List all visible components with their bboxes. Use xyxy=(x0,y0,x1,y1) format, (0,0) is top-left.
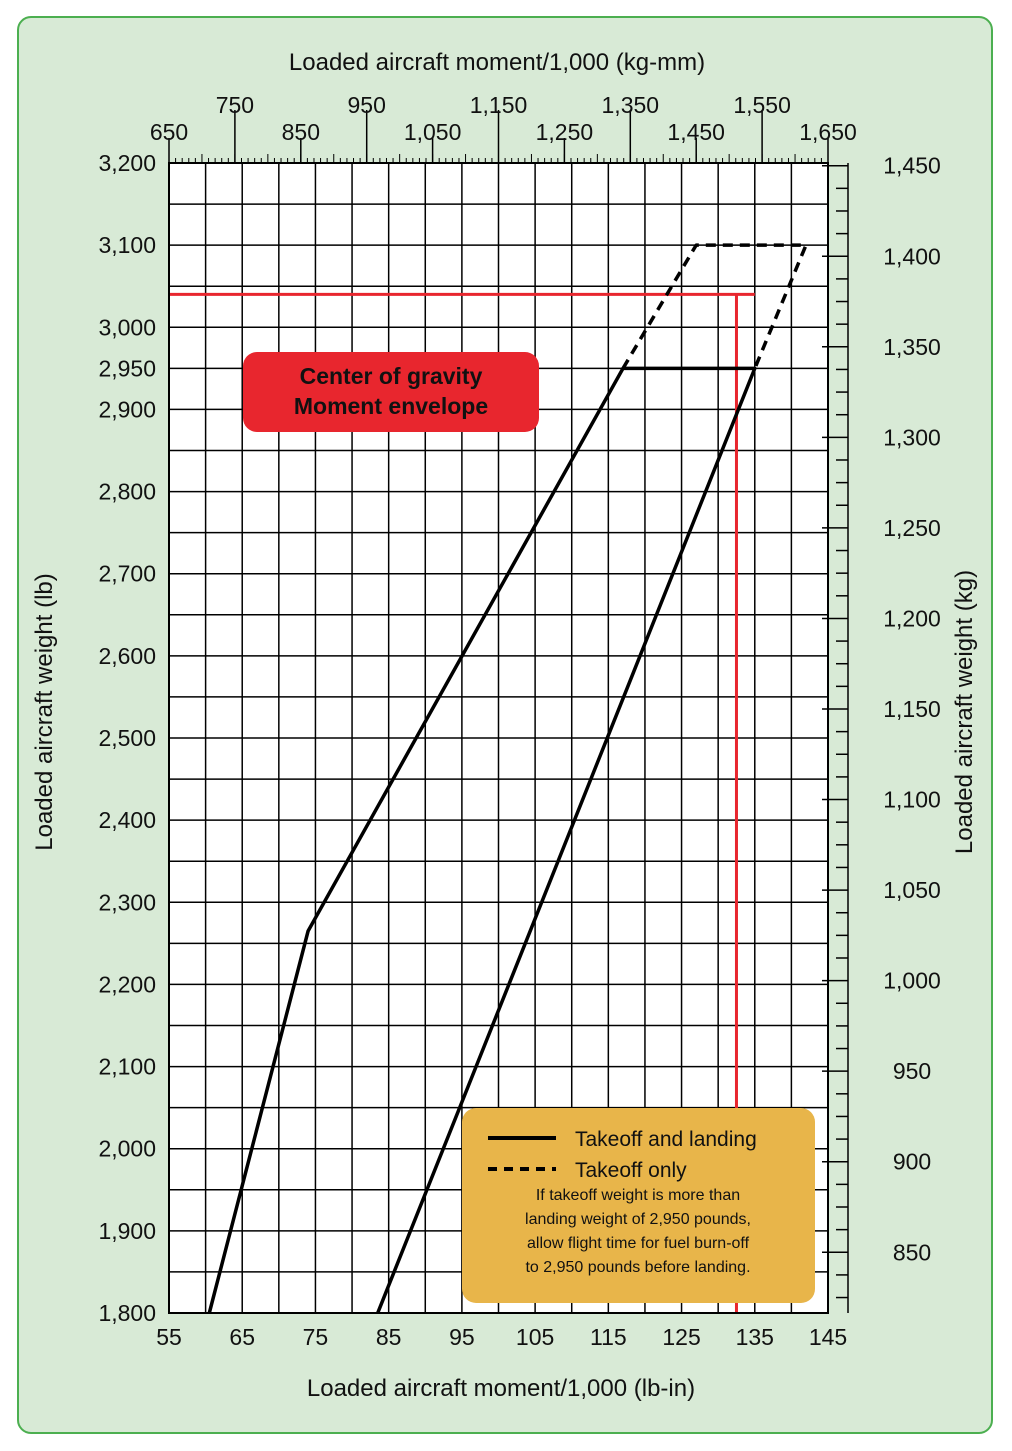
right-tick-label: 1,400 xyxy=(883,243,941,269)
series-lines xyxy=(207,243,808,1314)
top-tick-label: 1,050 xyxy=(404,119,462,145)
right-tick-label: 950 xyxy=(893,1058,931,1084)
series-takeoff-only-line xyxy=(621,243,808,370)
legend-note-line-2: landing weight of 2,950 pounds, xyxy=(525,1211,751,1228)
legend-background xyxy=(462,1108,815,1303)
right-tick-label: 1,300 xyxy=(883,424,941,450)
badge-line-2: Moment envelope xyxy=(294,393,488,419)
top-tick-label: 1,250 xyxy=(536,119,594,145)
bottom-tick-label: 135 xyxy=(736,1324,774,1350)
right-tick-label: 1,150 xyxy=(883,696,941,722)
envelope-badge: Center of gravity Moment envelope xyxy=(243,352,539,432)
bottom-tick-label: 115 xyxy=(590,1324,627,1350)
legend-note-line-3: allow flight time for fuel burn-off xyxy=(527,1235,750,1252)
right-tick-label: 1,200 xyxy=(883,605,941,631)
bottom-tick-label: 85 xyxy=(376,1324,402,1350)
left-tick-label: 2,400 xyxy=(98,807,156,833)
right-tick-label: 1,050 xyxy=(883,877,941,903)
right-axis-title: Loaded aircraft weight (kg) xyxy=(951,570,978,854)
top-tick-label: 1,550 xyxy=(733,92,791,118)
right-tick-label: 1,250 xyxy=(883,515,941,541)
top-axis-title: Loaded aircraft moment/1,000 (kg-mm) xyxy=(289,49,705,76)
legend-dashed-label: Takeoff only xyxy=(575,1159,687,1182)
legend: Takeoff and landing Takeoff only If take… xyxy=(462,1108,815,1303)
bottom-axis-title: Loaded aircraft moment/1,000 (lb-in) xyxy=(307,1375,695,1402)
legend-solid-label: Takeoff and landing xyxy=(575,1128,757,1151)
left-tick-label: 2,200 xyxy=(98,971,156,997)
bottom-tick-label: 75 xyxy=(303,1324,329,1350)
bottom-tick-label: 125 xyxy=(662,1324,700,1350)
right-tick-label: 900 xyxy=(893,1149,931,1175)
top-tick-label: 850 xyxy=(282,119,320,145)
left-tick-label: 3,100 xyxy=(98,232,156,258)
left-tick-label: 2,700 xyxy=(98,561,156,587)
badge-background xyxy=(243,352,539,432)
left-tick-label: 2,100 xyxy=(98,1054,156,1080)
right-tick-label: 1,350 xyxy=(883,334,941,360)
right-tick-label: 1,450 xyxy=(883,153,941,179)
bottom-tick-label: 145 xyxy=(809,1324,847,1350)
right-tick-label: 850 xyxy=(893,1239,931,1265)
left-tick-label: 2,900 xyxy=(98,396,156,422)
legend-note-line-1: If takeoff weight is more than xyxy=(536,1187,740,1204)
top-tick-label: 1,650 xyxy=(799,119,857,145)
bottom-tick-label: 95 xyxy=(449,1324,475,1350)
left-tick-label: 2,600 xyxy=(98,643,156,669)
badge-line-1: Center of gravity xyxy=(300,363,483,389)
left-tick-label: 2,300 xyxy=(98,889,156,915)
left-tick-label: 3,000 xyxy=(98,314,156,340)
left-tick-label: 2,950 xyxy=(98,355,156,381)
left-tick-label: 2,500 xyxy=(98,725,156,751)
left-tick-label: 1,800 xyxy=(98,1300,156,1326)
left-tick-label: 3,200 xyxy=(98,150,156,176)
top-tick-label: 1,350 xyxy=(602,92,660,118)
top-tick-label: 750 xyxy=(216,92,254,118)
right-tick-label: 1,000 xyxy=(883,968,941,994)
bottom-tick-label: 55 xyxy=(156,1324,182,1350)
left-tick-label: 2,800 xyxy=(98,479,156,505)
axes: 850 900 950 1,000 1,050 1,100 1,150 1,200 1,250 1… xyxy=(98,92,940,1350)
top-tick-label: 1,150 xyxy=(470,92,528,118)
top-tick-label: 950 xyxy=(348,92,386,118)
top-tick-label: 650 xyxy=(150,119,188,145)
legend-note-line-4: to 2,950 pounds before landing. xyxy=(525,1259,750,1276)
right-tick-label: 1,100 xyxy=(883,787,941,813)
left-tick-label: 1,900 xyxy=(98,1218,156,1244)
bottom-tick-label: 105 xyxy=(516,1324,554,1350)
left-tick-label: 2,000 xyxy=(98,1136,156,1162)
left-axis-title: Loaded aircraft weight (lb) xyxy=(31,573,58,850)
top-tick-label: 1,450 xyxy=(667,119,725,145)
bottom-tick-label: 65 xyxy=(229,1324,255,1350)
